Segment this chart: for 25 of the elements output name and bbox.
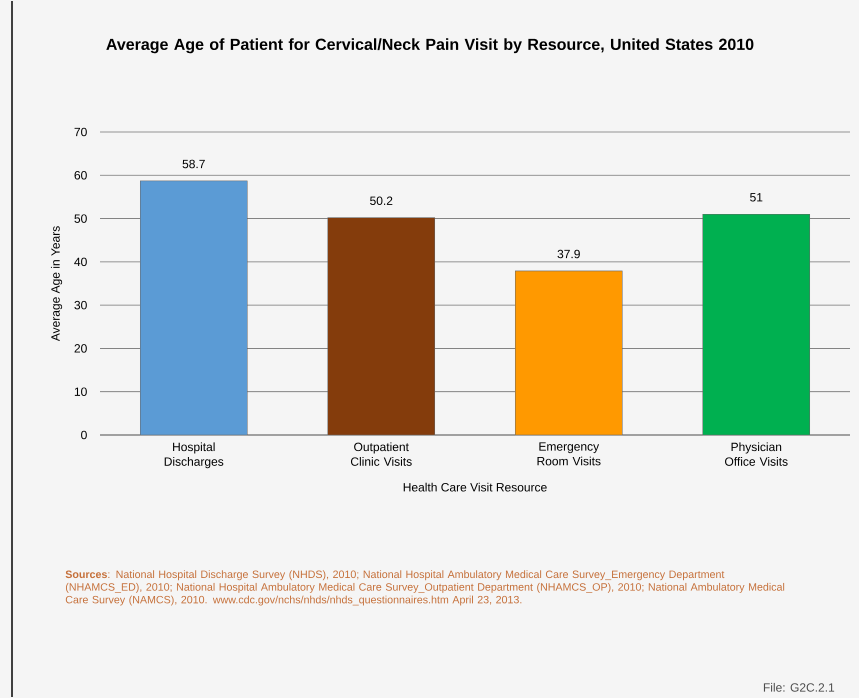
- y-tick-label: 40: [74, 258, 87, 266]
- data-label: 58.7: [182, 160, 205, 168]
- x-tick-label: Physician Office Visits: [725, 442, 788, 466]
- y-axis-title: Average Age in Years: [50, 226, 62, 342]
- y-tick-label: 30: [74, 300, 87, 310]
- x-tick-label: Emergency Room Visits: [538, 442, 601, 466]
- text: Sources: National Hospital Discharge Survey (NHDS), 2010; National Hospital Ambulatory Medical Care Survey_Emergency Department (NHAMCS_ED), 2010; National Hospital Ambulatory Medical Care Survey_Outpatient Department (NHAMCS_OP), 2010; National Ambulatory Medical Care Survey (NAMCS), 2010. www.cdc.gov/nchs/nhds/nhds_questionnaires.htm April 23, 2013.: [66, 570, 784, 606]
- bar: [327, 217, 436, 436]
- data-label: 51: [750, 193, 762, 202]
- bar: [702, 214, 810, 436]
- data-label: 50.2: [370, 196, 392, 205]
- bar: [514, 270, 623, 436]
- y-tick-label: 20: [74, 344, 87, 353]
- x-tick-label: Outpatient Clinic Visits: [350, 442, 412, 466]
- chart-title: Average Age of Patient for Cervical/Neck Pain Visit by Resource, United States 2010: [106, 38, 754, 54]
- bar: [140, 180, 248, 436]
- text: File: G2C.2.1: [764, 682, 834, 692]
- y-tick-label: 0: [81, 430, 87, 440]
- data-label: 37.9: [558, 250, 580, 258]
- y-tick-label: 50: [74, 214, 87, 223]
- y-tick-label: 60: [74, 171, 87, 180]
- x-axis-title: Health Care Visit Resource: [404, 482, 547, 492]
- x-tick-label: Hospital Discharges: [164, 442, 224, 468]
- y-tick-label: 10: [74, 387, 87, 396]
- y-tick-label: 70: [74, 128, 87, 136]
